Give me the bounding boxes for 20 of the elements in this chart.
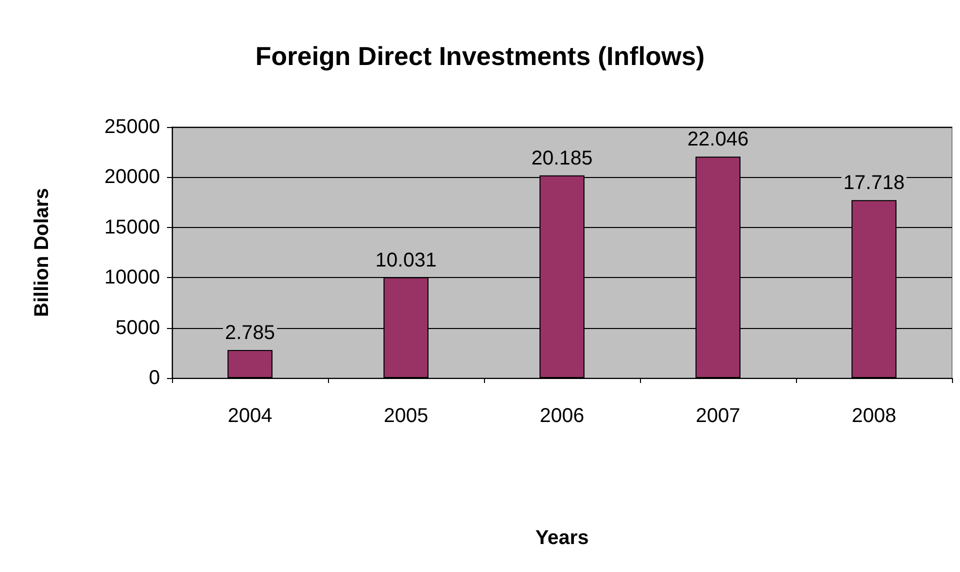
x-tick-label: 2007 — [696, 405, 740, 427]
y-tick-label: 10000 — [104, 266, 160, 289]
x-tick-label: 2008 — [852, 405, 896, 427]
chart-title: Foreign Direct Investments (Inflows) — [255, 41, 705, 71]
y-tick-label: 0 — [148, 367, 160, 389]
x-tick-label: 2006 — [540, 405, 584, 427]
data-label: 10.031 — [375, 249, 437, 272]
y-axis-title: Billion Dolars — [31, 188, 53, 317]
bar — [228, 350, 272, 378]
y-tick-label: 25000 — [104, 116, 160, 138]
x-tick-label: 2005 — [384, 405, 428, 427]
x-tick-label: 2004 — [228, 405, 272, 427]
data-label: 2.785 — [224, 322, 276, 344]
y-tick-label: 15000 — [104, 216, 160, 238]
data-label: 20.185 — [531, 147, 593, 170]
data-label: 17.718 — [843, 172, 905, 194]
y-tick-label: 5000 — [116, 316, 160, 339]
y-tick-label: 20000 — [104, 166, 160, 188]
data-label: 22.046 — [687, 128, 749, 151]
x-axis-title: Years — [535, 527, 589, 549]
